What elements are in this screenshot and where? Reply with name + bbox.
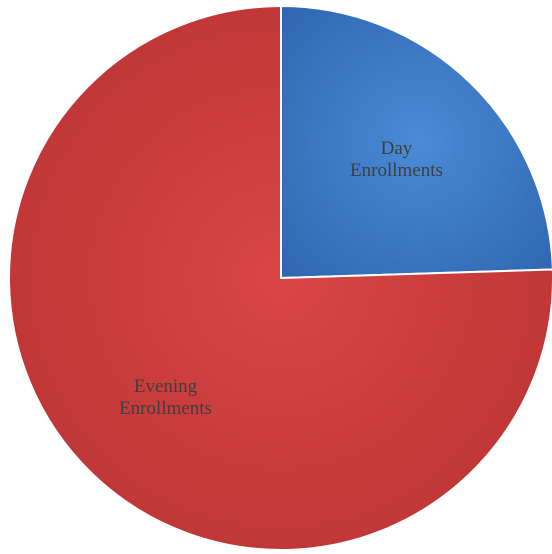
- pie-slice-day-enrollments: [281, 6, 552, 278]
